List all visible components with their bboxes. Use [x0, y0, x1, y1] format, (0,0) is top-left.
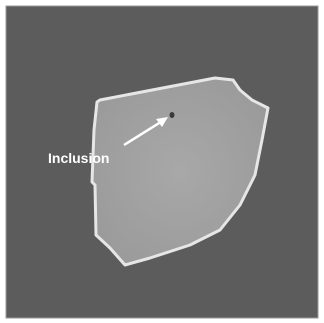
ct-slice-image: Inclusion [0, 0, 324, 323]
inclusion-spot [170, 112, 175, 118]
page: Inclusion (() => { const data = JSON.par… [0, 0, 324, 323]
annotation-label: Inclusion [48, 150, 109, 166]
